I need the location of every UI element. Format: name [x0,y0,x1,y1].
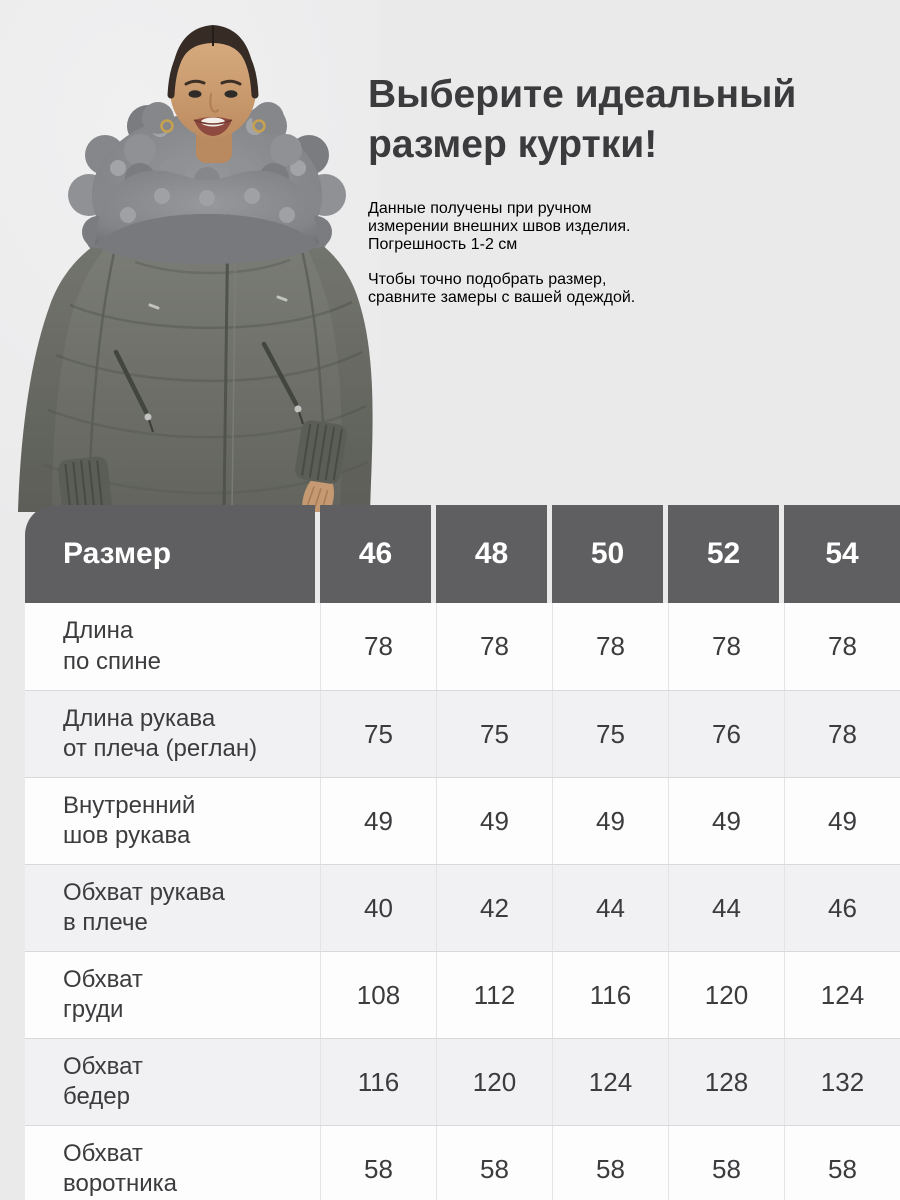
left-pocket-zip [113,349,149,415]
cell-value: 44 [668,865,784,951]
title-line-2: размер куртки! [368,122,658,166]
header-cell-size-52: 52 [668,505,779,603]
description-line: измерении внешних швов изделия. [368,217,631,235]
cell-value: 120 [668,952,784,1038]
cell-value: 40 [320,865,436,951]
cell-value: 124 [784,952,900,1038]
cell-value: 49 [436,778,552,864]
table-row-collar-girth: Обхват воротника 58 58 58 58 58 [25,1125,900,1200]
header-cell-size-label: Размер [25,505,315,603]
header-cell-size-54: 54 [784,505,900,603]
cell-value: 120 [436,1039,552,1125]
right-cuff [295,420,347,484]
cell-value: 58 [320,1126,436,1200]
cell-value: 112 [436,952,552,1038]
row-label: Длина по спине [63,617,162,675]
table-row-back-length: Длина по спине 78 78 78 78 78 [25,603,900,690]
cell-value: 58 [436,1126,552,1200]
cell-value: 75 [552,691,668,777]
cell-value: 49 [784,778,900,864]
page-title: Выберите идеальный размер куртки! [368,70,893,170]
size-table: Размер 46 48 50 52 54 Длина по спине 78 … [25,505,900,1200]
note-line: Чтобы точно подобрать размер, [368,270,607,288]
cell-value: 78 [784,691,900,777]
cell-value: 75 [436,691,552,777]
description-line: Данные получены при ручном [368,199,592,217]
header-cell-size-48: 48 [436,505,547,603]
cell-value: 128 [668,1039,784,1125]
cell-value: 42 [436,865,552,951]
cell-value: 46 [784,865,900,951]
header-cell-size-46: 46 [320,505,431,603]
woman-in-jacket-illustration [0,0,380,527]
note-line: сравните замеры с вашей одеждой. [368,288,636,306]
size-table-header: Размер 46 48 50 52 54 [25,505,900,603]
table-row-sleeve-length: Длина рукава от плеча (реглан) 75 75 75 … [25,690,900,777]
fur-collar-front [82,102,332,264]
row-label: Обхват рукава в плече [63,878,225,936]
cell-value: 116 [552,952,668,1038]
cell-value: 49 [320,778,436,864]
intro-block: Выберите идеальный размер куртки! Данные… [368,70,893,323]
cell-value: 76 [668,691,784,777]
table-row-sleeve-girth: Обхват рукава в плече 40 42 44 44 46 [25,864,900,951]
header-cell-size-50: 50 [552,505,663,603]
size-table-body: Длина по спине 78 78 78 78 78 Длина рука… [25,603,900,1200]
model-photo [0,0,380,527]
cell-value: 78 [436,603,552,690]
cell-value: 78 [784,603,900,690]
cell-value: 49 [668,778,784,864]
cell-value: 58 [668,1126,784,1200]
description-line: Погрешность 1-2 см [368,235,518,253]
cell-value: 78 [552,603,668,690]
cell-value: 108 [320,952,436,1038]
cell-value: 75 [320,691,436,777]
title-line-1: Выберите идеальный [368,73,797,116]
row-label: Обхват груди [63,965,143,1023]
row-label: Внутренний шов рукава [63,791,196,849]
right-pocket-zip [261,341,299,407]
cell-value: 58 [552,1126,668,1200]
cell-value: 49 [552,778,668,864]
table-row-inner-sleeve-seam: Внутренний шов рукава 49 49 49 49 49 [25,777,900,864]
cell-value: 78 [320,603,436,690]
table-row-chest-girth: Обхват груди 108 112 116 120 124 [25,951,900,1038]
puffer-jacket [18,211,373,513]
earrings [160,119,266,133]
left-cuff [57,456,112,518]
cell-value: 58 [784,1126,900,1200]
cell-value: 132 [784,1039,900,1125]
row-label: Обхват воротника [63,1139,178,1197]
row-label: Длина рукава от плеча (реглан) [63,704,258,762]
cell-value: 124 [552,1039,668,1125]
model-face [167,25,259,163]
cell-value: 78 [668,603,784,690]
row-label: Обхват бедер [63,1052,143,1110]
table-row-hip-girth: Обхват бедер 116 120 124 128 132 [25,1038,900,1125]
cell-value: 44 [552,865,668,951]
cell-value: 116 [320,1039,436,1125]
